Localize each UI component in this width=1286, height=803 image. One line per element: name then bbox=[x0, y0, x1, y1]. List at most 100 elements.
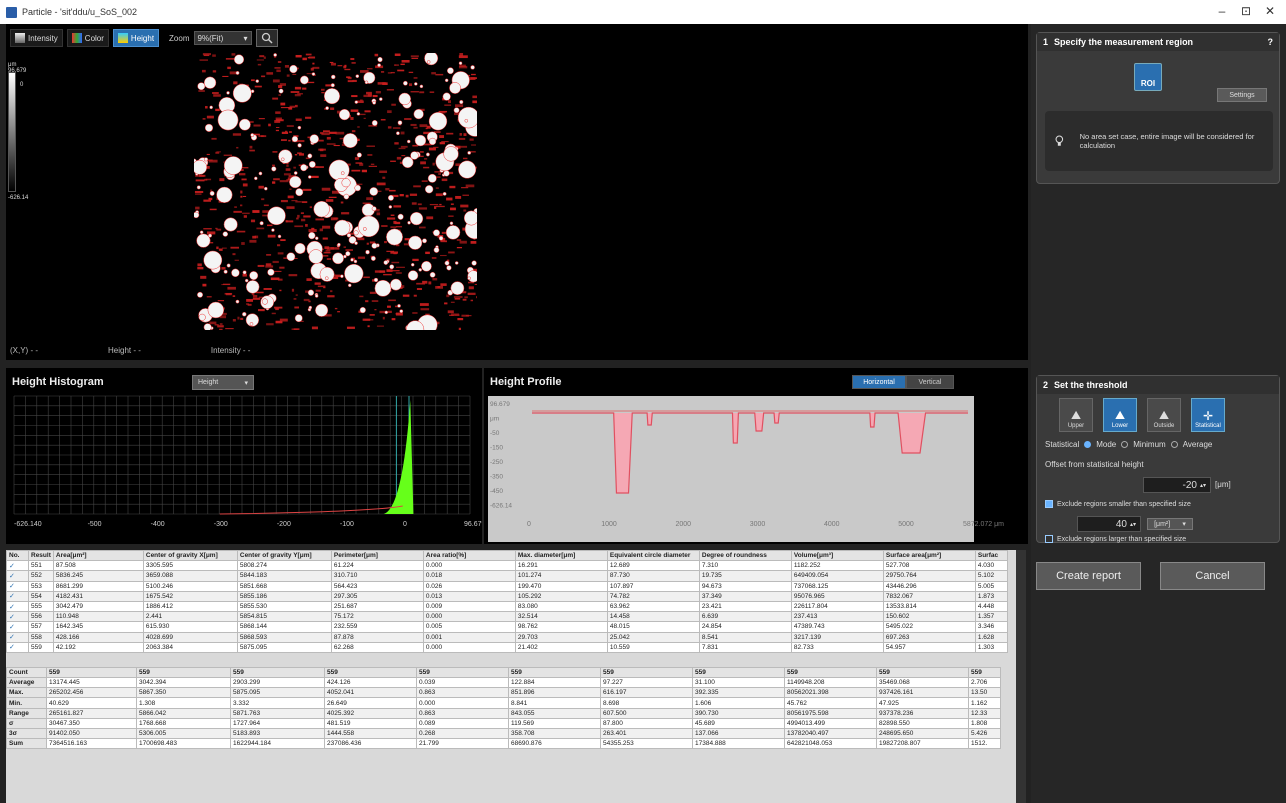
maximize-button[interactable]: ⊡ bbox=[1240, 4, 1252, 18]
exclude-larger-checkbox[interactable] bbox=[1045, 535, 1053, 543]
column-header[interactable]: Degree of roundness bbox=[698, 550, 792, 562]
column-header[interactable]: Max. diameter[μm] bbox=[514, 550, 608, 562]
column-header[interactable]: Area ratio[%] bbox=[422, 550, 516, 562]
offset-stepper-icon[interactable]: ▴▾ bbox=[1199, 482, 1206, 489]
threshold-upper-button[interactable]: ⛰ Upper bbox=[1059, 398, 1093, 432]
table-row[interactable]: ✓ 558 428.166 4028.699 5868.593 87.878 0.001 29… bbox=[6, 631, 1008, 643]
upper-label: Upper bbox=[1067, 423, 1085, 429]
tab-vertical[interactable]: Vertical bbox=[906, 375, 954, 389]
row-checkbox[interactable]: ✓ bbox=[6, 611, 29, 623]
column-header[interactable]: Volume[μm³] bbox=[790, 550, 884, 562]
table-cell: 107.897 bbox=[606, 580, 700, 592]
statistics-table: Count 559 559 559 559 559 559 559 559 559 559 559 Av… bbox=[6, 666, 1001, 750]
settings-button[interactable]: Settings bbox=[1217, 88, 1267, 102]
table-cell: 62.268 bbox=[330, 641, 424, 653]
offset-input[interactable]: -20 ▴▾ bbox=[1143, 477, 1211, 493]
row-checkbox[interactable]: ✓ bbox=[6, 560, 29, 572]
table-cell: 553 bbox=[28, 580, 54, 592]
table-cell: 5.102 bbox=[974, 570, 1008, 582]
zoom-search-button[interactable] bbox=[255, 29, 278, 47]
row-checkbox[interactable]: ✓ bbox=[6, 590, 29, 602]
stats-cell: 91402.050 bbox=[46, 727, 137, 740]
histogram-select[interactable]: Height ▾ bbox=[192, 375, 254, 390]
table-cell: 615.930 bbox=[142, 621, 238, 633]
intensity-view-button[interactable]: Intensity bbox=[10, 29, 63, 47]
histogram-chart[interactable]: -626.140 -500 -400 -300 -200 -100 0 96.679 μm bbox=[6, 368, 482, 544]
profile-x-tick: 2000 bbox=[675, 521, 691, 528]
roi-button[interactable]: ROI bbox=[1134, 63, 1162, 91]
minimum-label: Minimum bbox=[1133, 440, 1166, 449]
intensity-icon bbox=[15, 33, 25, 43]
tab-horizontal[interactable]: Horizontal bbox=[852, 375, 906, 389]
table-row[interactable]: ✓ 551 87.508 3305.595 5808.274 61.224 0.000 16.… bbox=[6, 560, 1008, 572]
column-header[interactable]: Surfac bbox=[974, 550, 1008, 562]
app-icon bbox=[6, 6, 17, 18]
size-stepper-icon[interactable]: ▴▾ bbox=[1129, 521, 1136, 528]
table-row[interactable]: ✓ 554 4182.431 1675.542 5855.186 297.305 0.013… bbox=[6, 590, 1008, 602]
color-view-button[interactable]: Color bbox=[66, 29, 109, 47]
table-cell: 82.733 bbox=[790, 641, 884, 653]
particle-height-image[interactable] bbox=[194, 53, 477, 330]
row-checkbox[interactable]: ✓ bbox=[6, 631, 29, 643]
exclude-smaller-checkbox[interactable] bbox=[1045, 500, 1053, 508]
mode-radio[interactable] bbox=[1084, 441, 1092, 448]
step1-measurement-region: 1 Specify the measurement region ? ROI S… bbox=[1036, 32, 1280, 184]
stats-cell: 31.100 bbox=[692, 677, 785, 689]
cancel-button[interactable]: Cancel bbox=[1160, 562, 1265, 590]
column-header[interactable]: Center of gravity Y[μm] bbox=[236, 550, 332, 562]
close-button[interactable]: ✕ bbox=[1264, 4, 1276, 18]
zoom-select[interactable]: 9%(Fit) ▾ bbox=[193, 31, 252, 45]
table-row[interactable]: ✓ 555 3042.479 1886.412 5855.530 251.687 0.009… bbox=[6, 600, 1008, 613]
stats-cell: 559 bbox=[416, 666, 509, 679]
column-header[interactable]: Area[μm²] bbox=[52, 550, 144, 562]
help-icon[interactable]: ? bbox=[1267, 37, 1274, 47]
exclude-larger-row: Exclude regions larger than specified si… bbox=[1045, 535, 1186, 543]
table-row[interactable]: ✓ 553 8681.299 5100.246 5851.668 564.423 0.026… bbox=[6, 580, 1008, 592]
stats-cell: 7364516.163 bbox=[46, 738, 137, 750]
stats-cell: 1149948.208 bbox=[784, 677, 877, 689]
table-row[interactable]: ✓ 556 110.948 2.441 5854.815 75.172 0.000 32.51… bbox=[6, 611, 1008, 623]
table-cell: 3217.139 bbox=[790, 631, 884, 643]
size-unit-select[interactable]: [μm²] ▾ bbox=[1147, 518, 1193, 530]
average-radio[interactable] bbox=[1170, 441, 1178, 448]
profile-chart[interactable]: 96.679 μm -50 -150 -250 -350 -450 -626.14 0 1000 2… bbox=[484, 368, 1028, 544]
table-cell: 5100.246 bbox=[142, 580, 238, 592]
table-cell: 5868.593 bbox=[236, 631, 332, 643]
column-header[interactable]: No. bbox=[6, 550, 29, 562]
create-report-button[interactable]: Create report bbox=[1036, 562, 1141, 590]
minimum-radio[interactable] bbox=[1121, 441, 1129, 448]
stats-cell: 390.730 bbox=[692, 707, 785, 719]
exclude-smaller-input[interactable]: 40 ▴▾ bbox=[1077, 516, 1141, 532]
column-header[interactable]: Perimeter[μm] bbox=[330, 550, 424, 562]
table-cell: 8.541 bbox=[698, 631, 792, 643]
table-row[interactable]: ✓ 557 1642.345 615.930 5868.144 232.559 0.005 9… bbox=[6, 621, 1008, 633]
table-row[interactable]: ✓ 559 42.192 2063.384 5875.095 62.268 0.000 21.… bbox=[6, 641, 1008, 653]
column-header[interactable]: Result bbox=[28, 550, 54, 562]
table-cell: 12.689 bbox=[606, 560, 700, 572]
column-header[interactable]: Equivalent circle diameter bbox=[606, 550, 700, 562]
threshold-lower-button[interactable]: ⛰ Lower bbox=[1103, 398, 1137, 432]
table-row[interactable]: ✓ 552 5836.245 3659.088 5844.183 310.710 0.018… bbox=[6, 570, 1008, 582]
stats-row-label: Count bbox=[6, 666, 47, 679]
row-checkbox[interactable]: ✓ bbox=[6, 600, 29, 613]
stats-cell: 13782040.497 bbox=[784, 727, 877, 740]
stats-row: 3σ 91402.050 5306.005 5183.893 1444.558 0.268… bbox=[6, 727, 1001, 740]
threshold-statistical-button[interactable]: ✛ Statistical bbox=[1191, 398, 1225, 432]
profile-x-tick: 0 bbox=[527, 521, 531, 528]
row-checkbox[interactable]: ✓ bbox=[6, 580, 29, 592]
height-view-button[interactable]: Height bbox=[112, 29, 160, 47]
minimize-button[interactable]: – bbox=[1218, 4, 1226, 18]
row-checkbox[interactable]: ✓ bbox=[6, 641, 29, 653]
roi-label: ROI bbox=[1140, 79, 1156, 88]
row-checkbox[interactable]: ✓ bbox=[6, 621, 29, 633]
column-header[interactable]: Surface area[μm²] bbox=[882, 550, 976, 562]
row-checkbox[interactable]: ✓ bbox=[6, 570, 29, 582]
column-header[interactable]: Center of gravity X[μm] bbox=[142, 550, 238, 562]
stats-row-label: σ bbox=[6, 717, 47, 730]
table-scrollbar[interactable] bbox=[1016, 550, 1026, 803]
table-cell: 737068.125 bbox=[790, 580, 884, 592]
stats-cell: 358.708 bbox=[508, 727, 601, 740]
table-cell: 1182.252 bbox=[790, 560, 884, 572]
threshold-outside-button[interactable]: ⛰ Outside bbox=[1147, 398, 1181, 432]
table-cell: 0.000 bbox=[422, 611, 516, 623]
